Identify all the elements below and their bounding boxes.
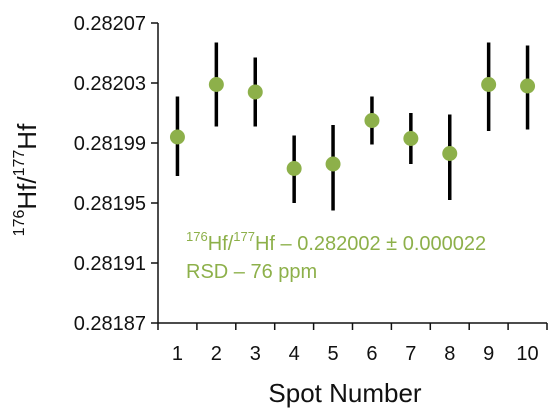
x-axis: 1 2 3 4 5 6 7 8 9 10	[157, 322, 548, 365]
data-point	[442, 146, 458, 161]
data-point	[208, 77, 224, 92]
y-tick-label: 0.28199	[74, 133, 146, 155]
x-tick-label: 10	[516, 343, 538, 365]
data-points	[169, 77, 536, 176]
x-tick-label: 5	[327, 343, 338, 365]
annotation-rsd: RSD – 76 ppm	[186, 261, 317, 283]
annotation-ratio: 176Hf/177Hf – 0.282002 ± 0.000022	[186, 229, 486, 255]
y-axis-title: 176Hf/177Hf	[11, 123, 42, 236]
x-tick-label: 2	[211, 343, 222, 365]
x-tick-label: 8	[444, 343, 455, 365]
x-tick-label: 1	[172, 343, 183, 365]
data-point	[286, 161, 302, 176]
y-axis: 0.28187 0.28191 0.28195 0.28199 0.28203 0.282…	[74, 13, 159, 335]
data-point	[325, 156, 341, 172]
x-tick-label: 3	[250, 343, 261, 365]
x-tick-label: 4	[289, 343, 300, 365]
data-point	[364, 113, 380, 128]
y-tick-label: 0.28195	[74, 193, 146, 215]
y-tick-label: 0.28191	[74, 253, 146, 275]
data-point	[481, 77, 497, 92]
x-axis-title: Spot Number	[268, 378, 422, 408]
error-bars	[175, 42, 530, 211]
data-point	[247, 84, 263, 100]
data-point	[403, 131, 419, 146]
x-tick-label: 6	[366, 343, 377, 365]
y-tick-label: 0.28207	[74, 13, 146, 35]
y-tick-label: 0.28187	[74, 313, 146, 335]
data-point	[520, 78, 536, 94]
x-tick-label: 7	[405, 343, 416, 365]
y-tick-label: 0.28203	[74, 73, 146, 95]
x-tick-label: 9	[483, 343, 494, 365]
data-point	[169, 129, 185, 145]
